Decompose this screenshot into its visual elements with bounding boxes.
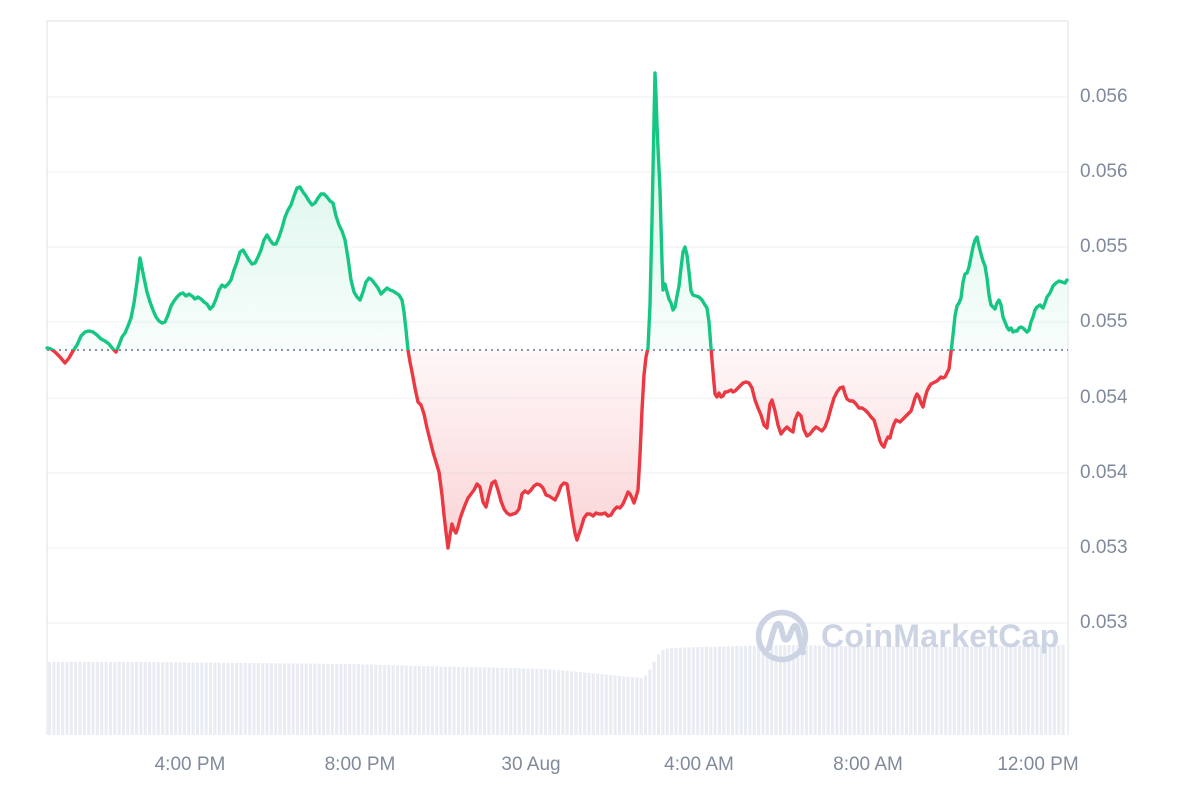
x-axis-label: 12:00 PM <box>997 754 1079 775</box>
y-axis-label: 0.054 <box>1080 462 1128 483</box>
x-axis-label: 8:00 AM <box>833 754 903 775</box>
y-axis-label: 0.055 <box>1080 236 1128 257</box>
x-axis-label: 4:00 AM <box>664 754 734 775</box>
y-axis-label: 0.054 <box>1080 387 1128 408</box>
x-axis-label: 8:00 PM <box>324 754 396 775</box>
x-axis-label: 30 Aug <box>501 754 561 775</box>
price-area-up <box>47 73 1067 350</box>
x-axis-label: 4:00 PM <box>154 754 226 775</box>
y-axis-label: 0.053 <box>1080 537 1128 558</box>
price-area-down <box>47 350 1067 548</box>
price-line-up <box>45 71 1069 350</box>
y-axis-label: 0.053 <box>1080 612 1128 633</box>
chart-frame <box>46 20 1069 735</box>
y-axis-label: 0.055 <box>1080 311 1128 332</box>
y-axis-label: 0.056 <box>1080 86 1128 107</box>
y-axis-label: 0.056 <box>1080 161 1128 182</box>
volume-bars <box>48 645 1065 735</box>
price-line-down <box>47 350 953 550</box>
